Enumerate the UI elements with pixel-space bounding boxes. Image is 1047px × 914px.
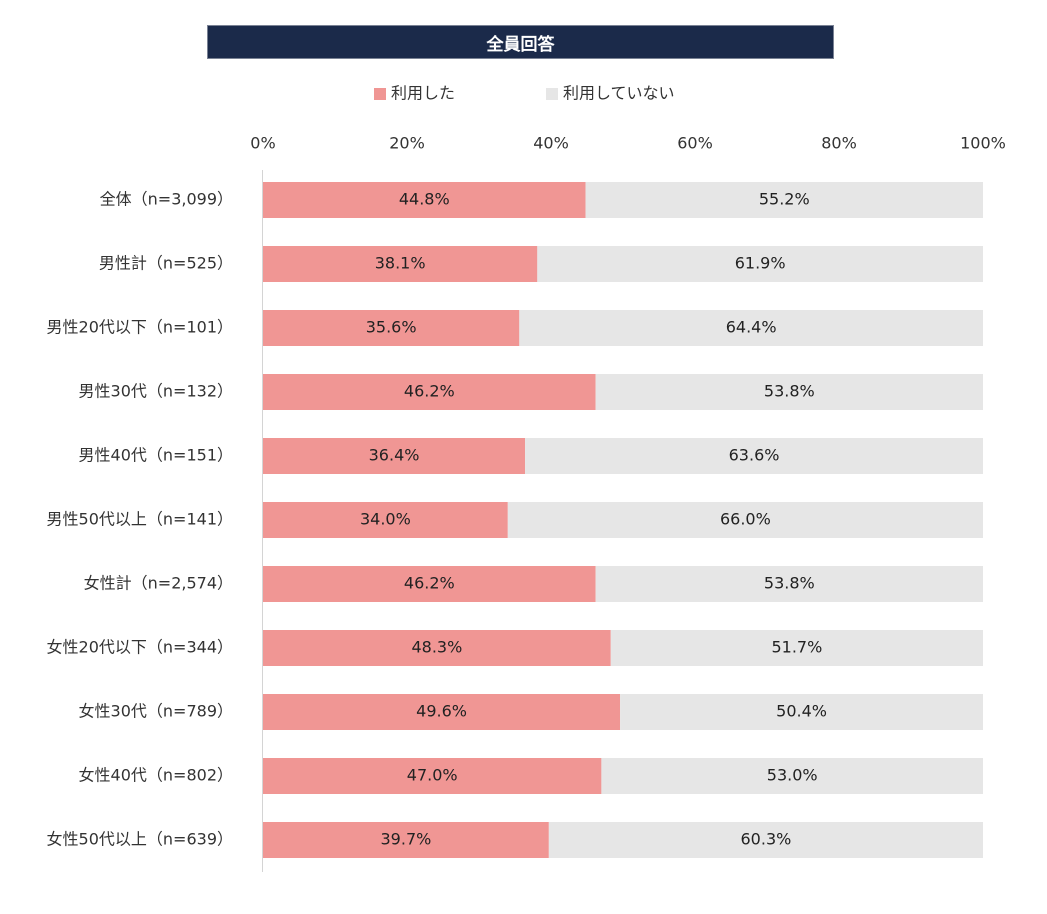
data-label: 46.2%	[404, 382, 455, 401]
data-label: 64.4%	[726, 318, 777, 337]
data-label: 39.7%	[381, 830, 432, 849]
bar-not-used	[595, 566, 983, 602]
bar-used	[263, 374, 596, 410]
bar-not-used	[601, 758, 983, 794]
data-label: 48.3%	[411, 638, 462, 657]
category-label: 全体（n=3,099）	[100, 190, 233, 209]
bar-not-used	[507, 502, 983, 538]
x-tick-label: 0%	[250, 134, 275, 153]
bar-used	[263, 182, 586, 218]
data-label: 51.7%	[771, 638, 822, 657]
bar-used	[263, 822, 549, 858]
category-label: 女性計（n=2,574）	[84, 574, 233, 593]
data-label: 49.6%	[416, 702, 467, 721]
category-label: 男性40代（n=151）	[79, 446, 233, 465]
data-label: 55.2%	[759, 190, 810, 209]
data-label: 53.0%	[767, 766, 818, 785]
data-label: 34.0%	[360, 510, 411, 529]
bar-not-used	[585, 182, 983, 218]
legend-swatch-2	[546, 88, 558, 100]
category-label: 男性20代以下（n=101）	[47, 318, 233, 337]
category-labels: 全体（n=3,099） 男性計（n=525） 男性20代以下（n=101） 男性30代…	[47, 190, 233, 849]
bar-used	[263, 310, 520, 346]
bar-not-used	[595, 374, 983, 410]
category-label: 男性30代（n=132）	[79, 382, 233, 401]
bar-not-used	[537, 246, 983, 282]
data-label: 44.8%	[399, 190, 450, 209]
category-label: 女性50代以上（n=639）	[47, 830, 233, 849]
x-tick-label: 40%	[533, 134, 569, 153]
bar-used	[263, 694, 621, 730]
category-label: 女性40代（n=802）	[79, 766, 233, 785]
bar-not-used	[519, 310, 983, 346]
data-label: 53.8%	[764, 574, 815, 593]
data-label: 60.3%	[741, 830, 792, 849]
bar-used	[263, 758, 602, 794]
bar-not-used	[525, 438, 983, 474]
data-label: 53.8%	[764, 382, 815, 401]
bar-used	[263, 438, 526, 474]
x-tick-label: 80%	[821, 134, 857, 153]
x-tick-label: 20%	[389, 134, 425, 153]
data-label: 66.0%	[720, 510, 771, 529]
data-label: 46.2%	[404, 574, 455, 593]
data-label: 36.4%	[369, 446, 420, 465]
x-axis-ticks: 0% 20% 40% 60% 80% 100%	[250, 134, 1006, 153]
category-label: 男性計（n=525）	[99, 254, 233, 273]
chart-title: 全員回答	[207, 25, 834, 59]
bar-used	[263, 502, 508, 538]
category-label: 女性20代以下（n=344）	[47, 638, 233, 657]
legend-label-1: 利用した	[391, 84, 455, 103]
legend: 利用した 利用していない	[374, 84, 675, 103]
category-label: 男性50代以上（n=141）	[47, 510, 233, 529]
data-label: 50.4%	[776, 702, 827, 721]
bar-not-used	[620, 694, 983, 730]
bar-used	[263, 630, 611, 666]
data-label: 38.1%	[375, 254, 426, 273]
bar-used	[263, 566, 596, 602]
legend-label-2: 利用していない	[563, 84, 675, 103]
bar-used	[263, 246, 538, 282]
bar-not-used	[548, 822, 983, 858]
x-tick-label: 100%	[960, 134, 1006, 153]
x-tick-label: 60%	[677, 134, 713, 153]
category-label: 女性30代（n=789）	[79, 702, 233, 721]
legend-swatch-1	[374, 88, 386, 100]
bars: 44.8% 55.2% 38.1% 61.9% 35.6% 64.4% 46.2% 53.8%…	[263, 182, 983, 858]
data-label: 47.0%	[407, 766, 458, 785]
data-label: 63.6%	[729, 446, 780, 465]
data-label: 35.6%	[366, 318, 417, 337]
bar-not-used	[610, 630, 983, 666]
data-label: 61.9%	[735, 254, 786, 273]
